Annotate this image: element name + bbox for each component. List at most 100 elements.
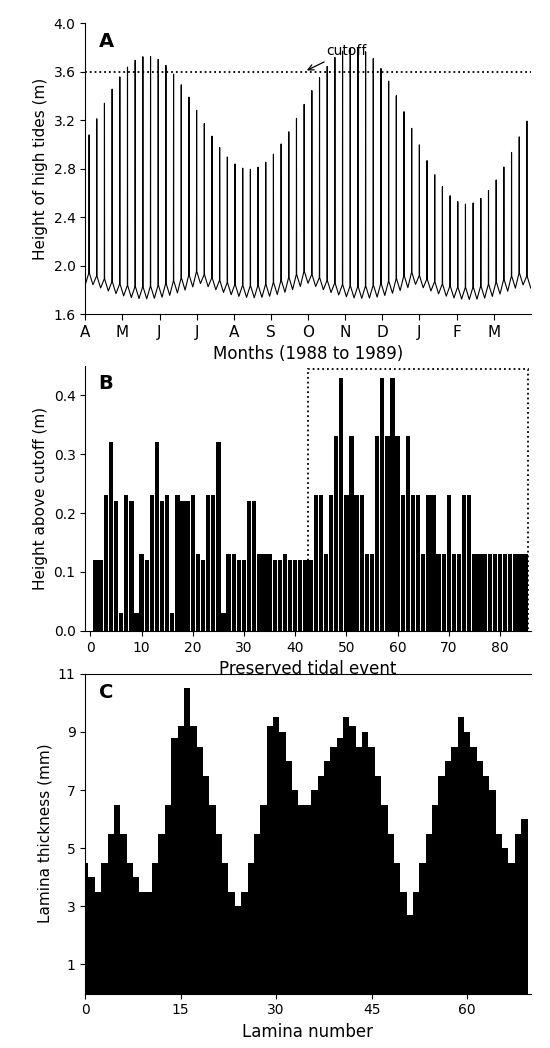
Bar — [184, 689, 190, 994]
Bar — [445, 761, 451, 994]
Bar — [354, 496, 359, 631]
Bar — [395, 436, 400, 631]
Bar — [201, 561, 205, 631]
Bar — [206, 496, 210, 631]
Bar — [257, 554, 262, 631]
Bar — [152, 863, 158, 994]
Bar — [400, 892, 406, 994]
Bar — [267, 554, 272, 631]
Bar — [477, 761, 483, 994]
Text: A: A — [98, 31, 114, 50]
Bar — [278, 561, 282, 631]
Bar — [82, 863, 89, 994]
Bar — [381, 805, 388, 994]
Bar — [232, 554, 236, 631]
Bar — [502, 848, 508, 994]
Bar — [139, 554, 144, 631]
Bar — [513, 554, 518, 631]
Bar — [254, 834, 260, 994]
Bar — [155, 442, 159, 631]
Bar — [283, 554, 287, 631]
Bar — [94, 561, 98, 631]
Bar — [171, 738, 178, 994]
Bar — [330, 746, 337, 994]
Bar — [145, 561, 149, 631]
Bar — [228, 892, 235, 994]
Bar — [380, 377, 384, 631]
Bar — [518, 554, 522, 631]
Bar — [370, 554, 374, 631]
Bar — [241, 892, 248, 994]
Bar — [436, 554, 441, 631]
Bar — [126, 863, 133, 994]
Bar — [467, 496, 471, 631]
Bar — [216, 442, 221, 631]
Bar — [165, 805, 171, 994]
Bar — [394, 863, 400, 994]
Bar — [133, 877, 139, 994]
Bar — [160, 501, 164, 631]
Bar — [101, 863, 107, 994]
Bar — [447, 496, 451, 631]
Bar — [203, 776, 210, 994]
Bar — [248, 863, 254, 994]
Bar — [349, 726, 356, 994]
Bar — [385, 436, 389, 631]
Bar — [508, 863, 515, 994]
Bar — [337, 738, 343, 994]
Bar — [196, 554, 200, 631]
Bar — [324, 761, 330, 994]
Bar — [343, 718, 349, 994]
Bar — [260, 805, 267, 994]
Bar — [293, 561, 298, 631]
Bar — [178, 726, 184, 994]
Bar — [273, 561, 277, 631]
Bar — [388, 834, 394, 994]
Bar — [406, 915, 413, 994]
Bar — [221, 613, 226, 631]
Bar — [134, 613, 139, 631]
Bar — [288, 561, 292, 631]
Bar — [210, 805, 216, 994]
Bar — [421, 554, 425, 631]
Bar — [98, 561, 103, 631]
Bar — [309, 561, 313, 631]
Bar — [197, 746, 203, 994]
X-axis label: Lamina number: Lamina number — [243, 1023, 373, 1041]
Bar — [158, 834, 165, 994]
Bar — [452, 554, 456, 631]
Bar — [150, 496, 154, 631]
Bar — [426, 496, 431, 631]
Bar — [419, 863, 426, 994]
Bar — [298, 561, 302, 631]
Bar — [503, 554, 507, 631]
Bar — [324, 554, 328, 631]
Bar — [411, 496, 415, 631]
Bar — [286, 761, 292, 994]
Y-axis label: Height of high tides (m): Height of high tides (m) — [33, 78, 48, 260]
Bar — [247, 501, 251, 631]
Bar — [413, 892, 419, 994]
Bar — [175, 496, 180, 631]
Bar — [109, 442, 113, 631]
Bar — [108, 834, 114, 994]
Bar — [349, 436, 354, 631]
Bar — [470, 746, 477, 994]
Bar — [95, 892, 101, 994]
X-axis label: Months (1988 to 1989): Months (1988 to 1989) — [213, 346, 403, 364]
Bar — [262, 554, 267, 631]
Bar — [242, 561, 246, 631]
Bar — [114, 805, 120, 994]
Bar — [165, 496, 169, 631]
Bar — [464, 732, 470, 994]
Bar — [89, 877, 95, 994]
Bar — [438, 776, 445, 994]
Bar — [365, 554, 369, 631]
Bar — [227, 554, 231, 631]
Bar — [362, 732, 369, 994]
Bar — [524, 554, 528, 631]
Text: C: C — [98, 683, 113, 702]
Bar — [222, 863, 228, 994]
Bar — [329, 496, 333, 631]
Bar — [146, 892, 152, 994]
